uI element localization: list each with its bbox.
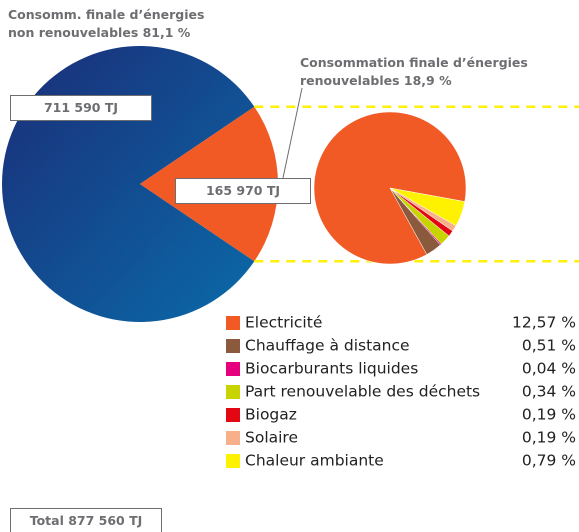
value-label: 711 590 TJ <box>10 95 152 121</box>
legend-label: Biogaz <box>245 406 297 424</box>
legend-swatch <box>226 454 240 468</box>
legend-swatch <box>226 431 240 445</box>
legend-label: Chaleur ambiante <box>245 452 384 470</box>
value-label: 0,51 % <box>522 337 576 355</box>
value-label: 0,19 % <box>522 406 576 424</box>
value-label: 0,79 % <box>522 452 576 470</box>
legend-label: Electricité <box>245 314 322 332</box>
value-label: 0,04 % <box>522 360 576 378</box>
total-label: Total 877 560 TJ <box>10 508 162 532</box>
legend-swatch <box>226 339 240 353</box>
legend-swatch <box>226 316 240 330</box>
legend-label: Part renouvelable des déchets <box>245 383 480 401</box>
legend-swatch <box>226 385 240 399</box>
legend-swatch <box>226 408 240 422</box>
value-label: 12,57 % <box>512 314 576 332</box>
legend-label: Biocarburants liquides <box>245 360 418 378</box>
legend-label: Chauffage à distance <box>245 337 410 355</box>
slice-title: Consommation finale d’énergies renouvela… <box>300 55 528 88</box>
leader-line <box>282 87 303 179</box>
legend-label: Solaire <box>245 429 298 447</box>
legend-swatch <box>226 362 240 376</box>
value-label: 0,34 % <box>522 383 576 401</box>
value-label: 165 970 TJ <box>175 178 311 204</box>
slice-title: Consomm. finale d’énergies non renouvela… <box>8 7 205 40</box>
value-label: 0,19 % <box>522 429 576 447</box>
pie-slice <box>389 187 466 227</box>
